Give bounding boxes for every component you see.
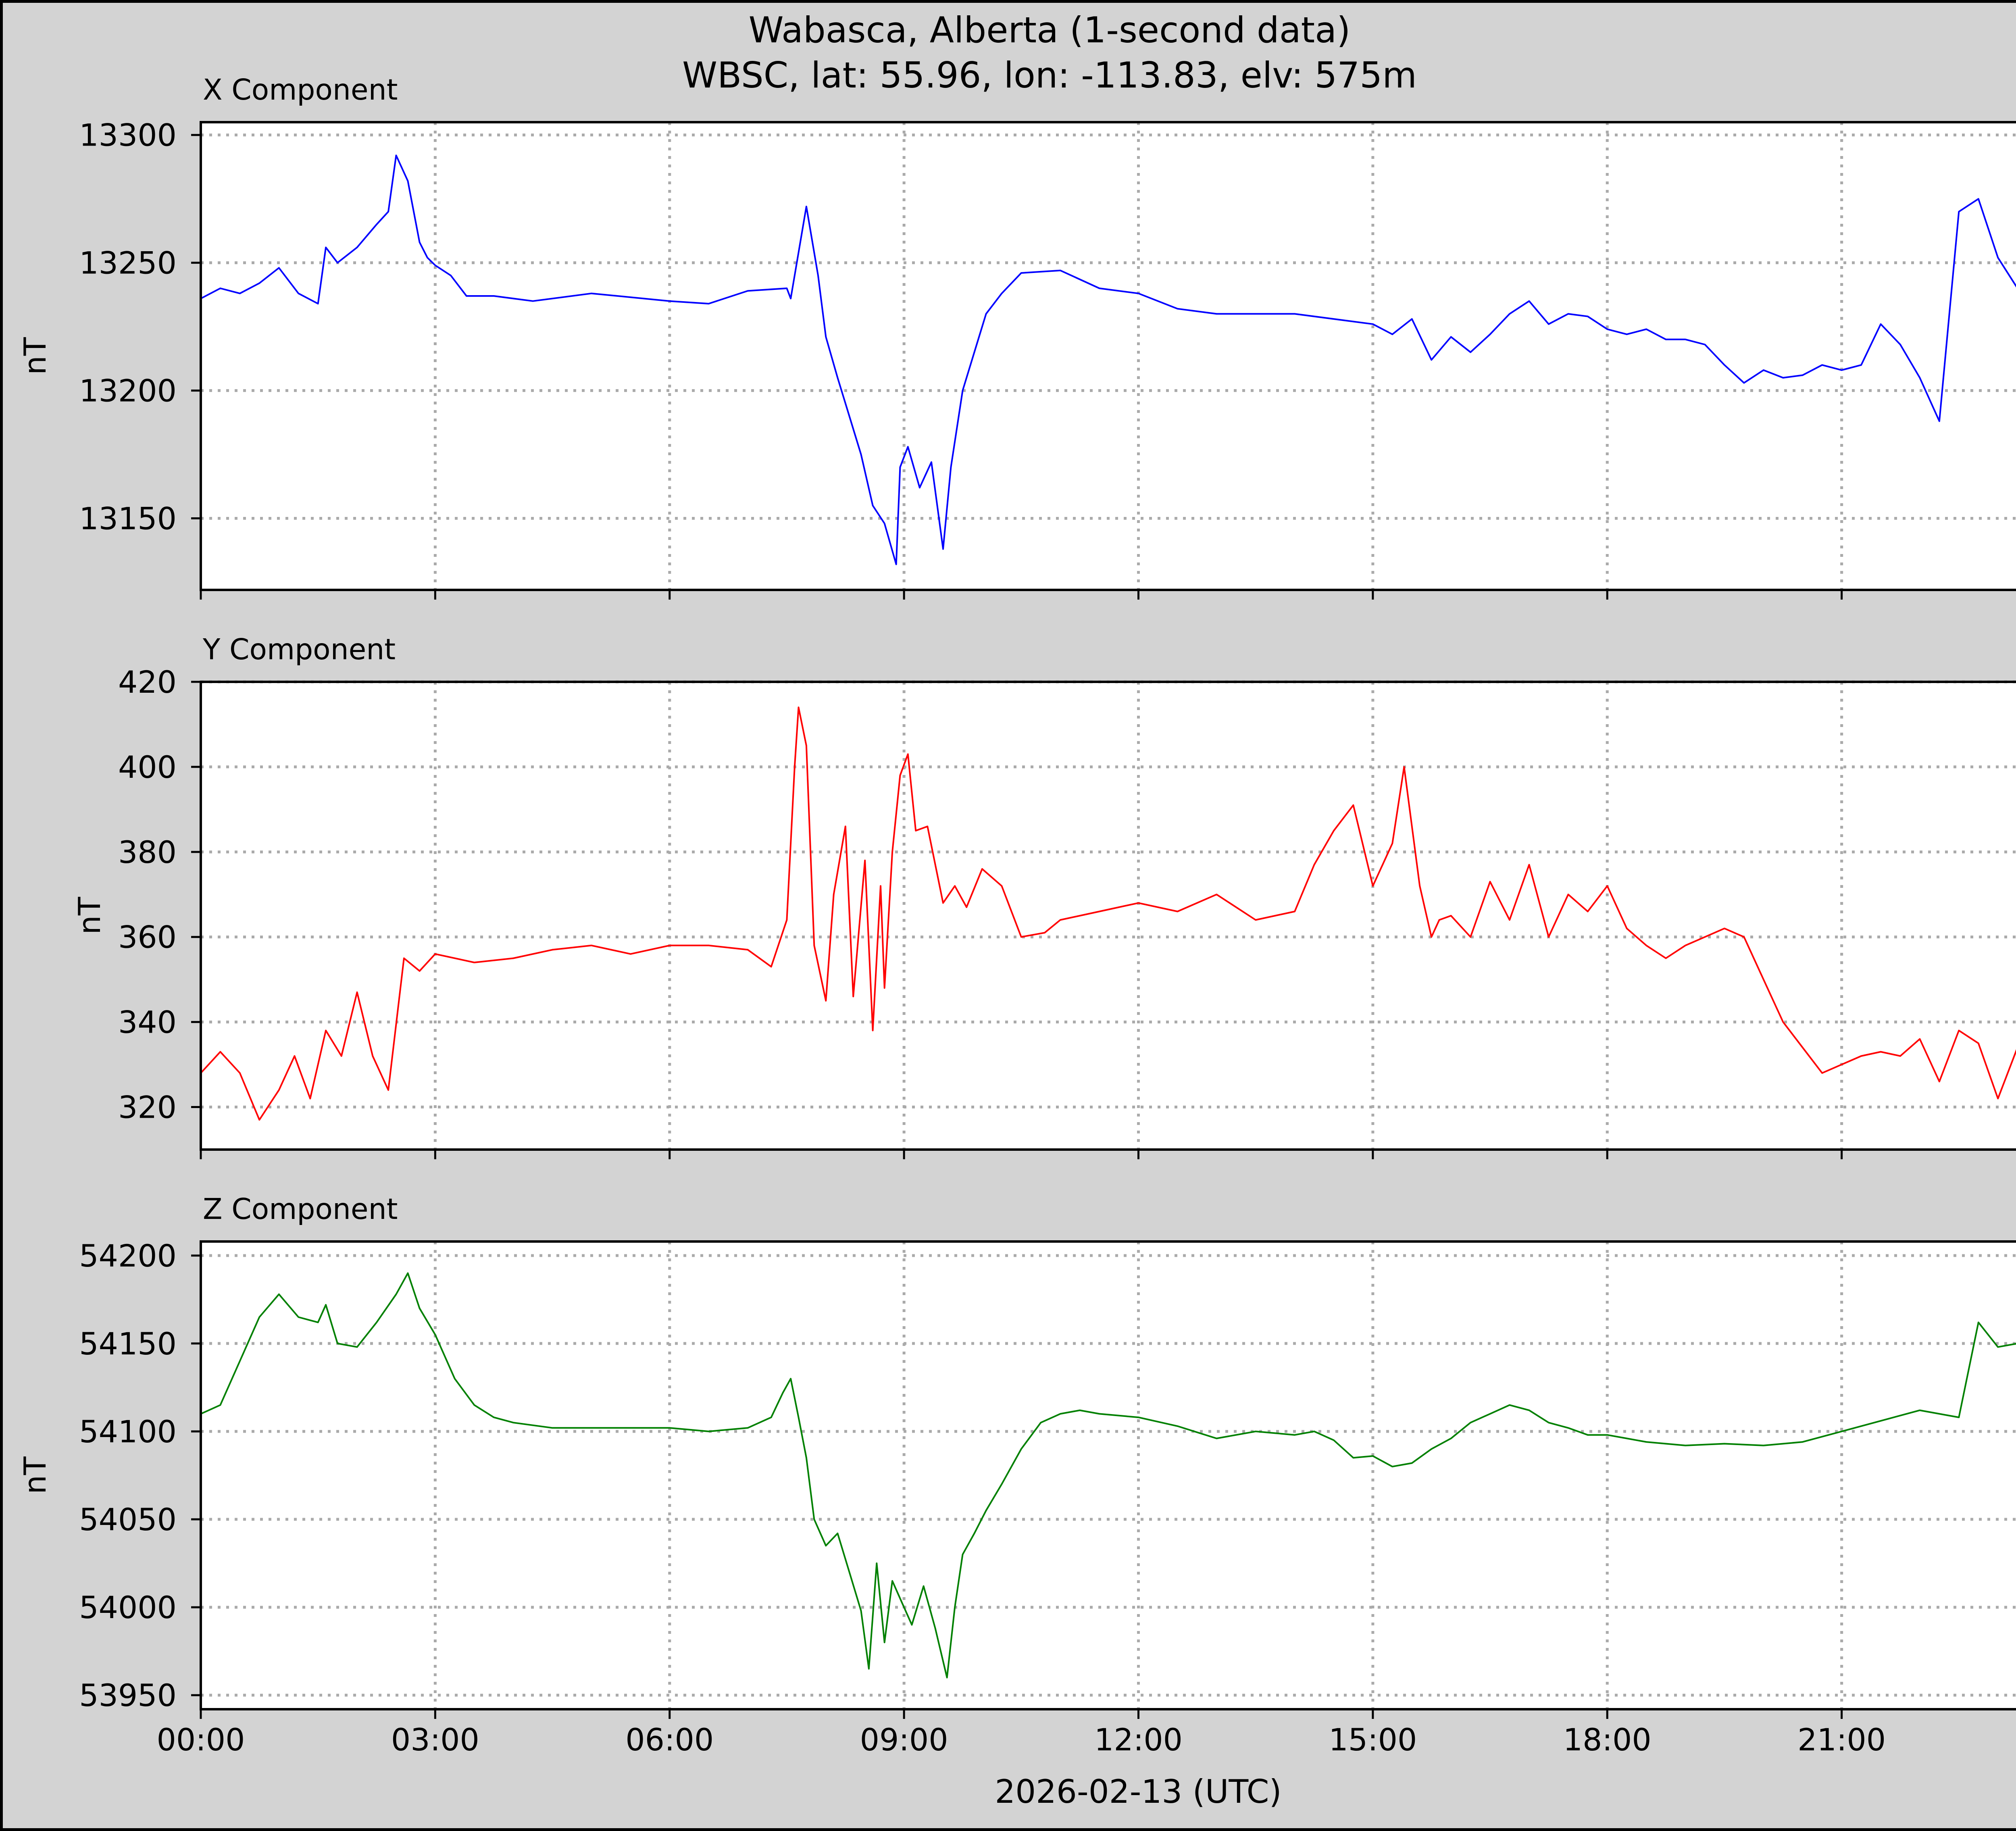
plot-area [201,1241,2016,1709]
y-axis-label: nT [17,337,53,375]
y-tick-label: 54000 [79,1589,177,1625]
series-line [200,154,2016,565]
x-tick-labels: 00:00 03:00 06:00 09:00 12:00 15:00 18:00 21:00 [156,1722,1886,1758]
y-tick-label: 13200 [79,373,177,409]
y-tick-label: 54100 [79,1414,177,1450]
x-tick-label: 06:00 [625,1722,714,1758]
chart-canvas: Wabasca, Alberta (1-second data) WBSC, l… [17,9,2016,1810]
x-tick-label: 21:00 [1797,1722,1886,1758]
y-tick-label: 380 [118,834,177,870]
chart-subtitle: WBSC, lat: 55.96, lon: -113.83, elv: 575… [682,54,1417,96]
x-tick-label: 15:00 [1329,1722,1417,1758]
y-tick-label: 360 [118,919,177,955]
y-tick-label: 13300 [79,117,177,153]
grid-layer [201,680,2016,1150]
y-tick-label: 54050 [79,1502,177,1537]
panel-label: Z Component [203,1192,398,1226]
grid-layer [201,122,2016,590]
y-axis-label: nT [72,896,107,935]
y-axis-label: nT [17,1456,53,1494]
axis-layer: 13150 13200 13250 13300 [79,117,1843,600]
panel-y-component: Y Component nT 320 340 360 380 400 420 [72,633,2016,1159]
x-tick-label: 00:00 [156,1722,245,1758]
y-tick-label: 320 [118,1089,177,1125]
panel-label: Y Component [202,633,396,666]
axis-layer: 320 340 360 380 400 420 [118,664,1843,1159]
axis-layer: 53950 54000 54050 54100 54150 54200 [79,1238,1843,1719]
x-tick-label: 03:00 [391,1722,479,1758]
panel-label: X Component [203,73,398,106]
grid-layer [201,1241,2016,1709]
y-tick-label: 53950 [79,1677,177,1713]
y-tick-label: 400 [118,749,177,785]
x-tick-label: 09:00 [860,1722,948,1758]
y-tick-label: 420 [118,664,177,700]
data-layer [200,706,2016,1121]
panel-z-component: Z Component nT 53950 54000 54050 54100 54150… [17,1192,2016,1810]
y-tick-label: 13250 [79,245,177,281]
plot-area [201,122,2016,590]
series-line [200,706,2016,1121]
x-axis-label: 2026-02-13 (UTC) [995,1773,1281,1810]
chart-title: Wabasca, Alberta (1-second data) [749,9,1351,51]
data-layer [200,154,2016,565]
y-tick-label: 13150 [79,501,177,537]
y-tick-label: 340 [118,1004,177,1040]
x-tick-label: 18:00 [1563,1722,1652,1758]
series-line [200,1272,2016,1679]
y-tick-label: 54150 [79,1326,177,1362]
panel-x-component: X Component nT 13150 13200 13250 13300 [17,73,2016,600]
plot-area [201,682,2016,1150]
x-tick-label: 12:00 [1094,1722,1183,1758]
y-tick-label: 54200 [79,1238,177,1274]
data-layer [200,1272,2016,1679]
